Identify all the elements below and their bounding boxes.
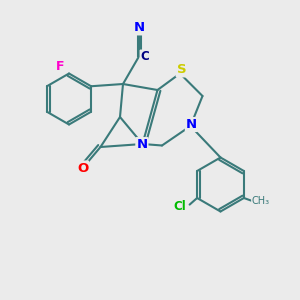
Text: O: O xyxy=(77,161,88,175)
Text: Cl: Cl xyxy=(174,200,186,214)
Text: N: N xyxy=(136,138,148,151)
Text: F: F xyxy=(56,59,64,73)
Text: CH₃: CH₃ xyxy=(252,196,270,206)
Text: S: S xyxy=(177,63,186,76)
Text: C: C xyxy=(140,50,149,64)
Text: N: N xyxy=(134,21,145,34)
Text: N: N xyxy=(186,118,197,131)
